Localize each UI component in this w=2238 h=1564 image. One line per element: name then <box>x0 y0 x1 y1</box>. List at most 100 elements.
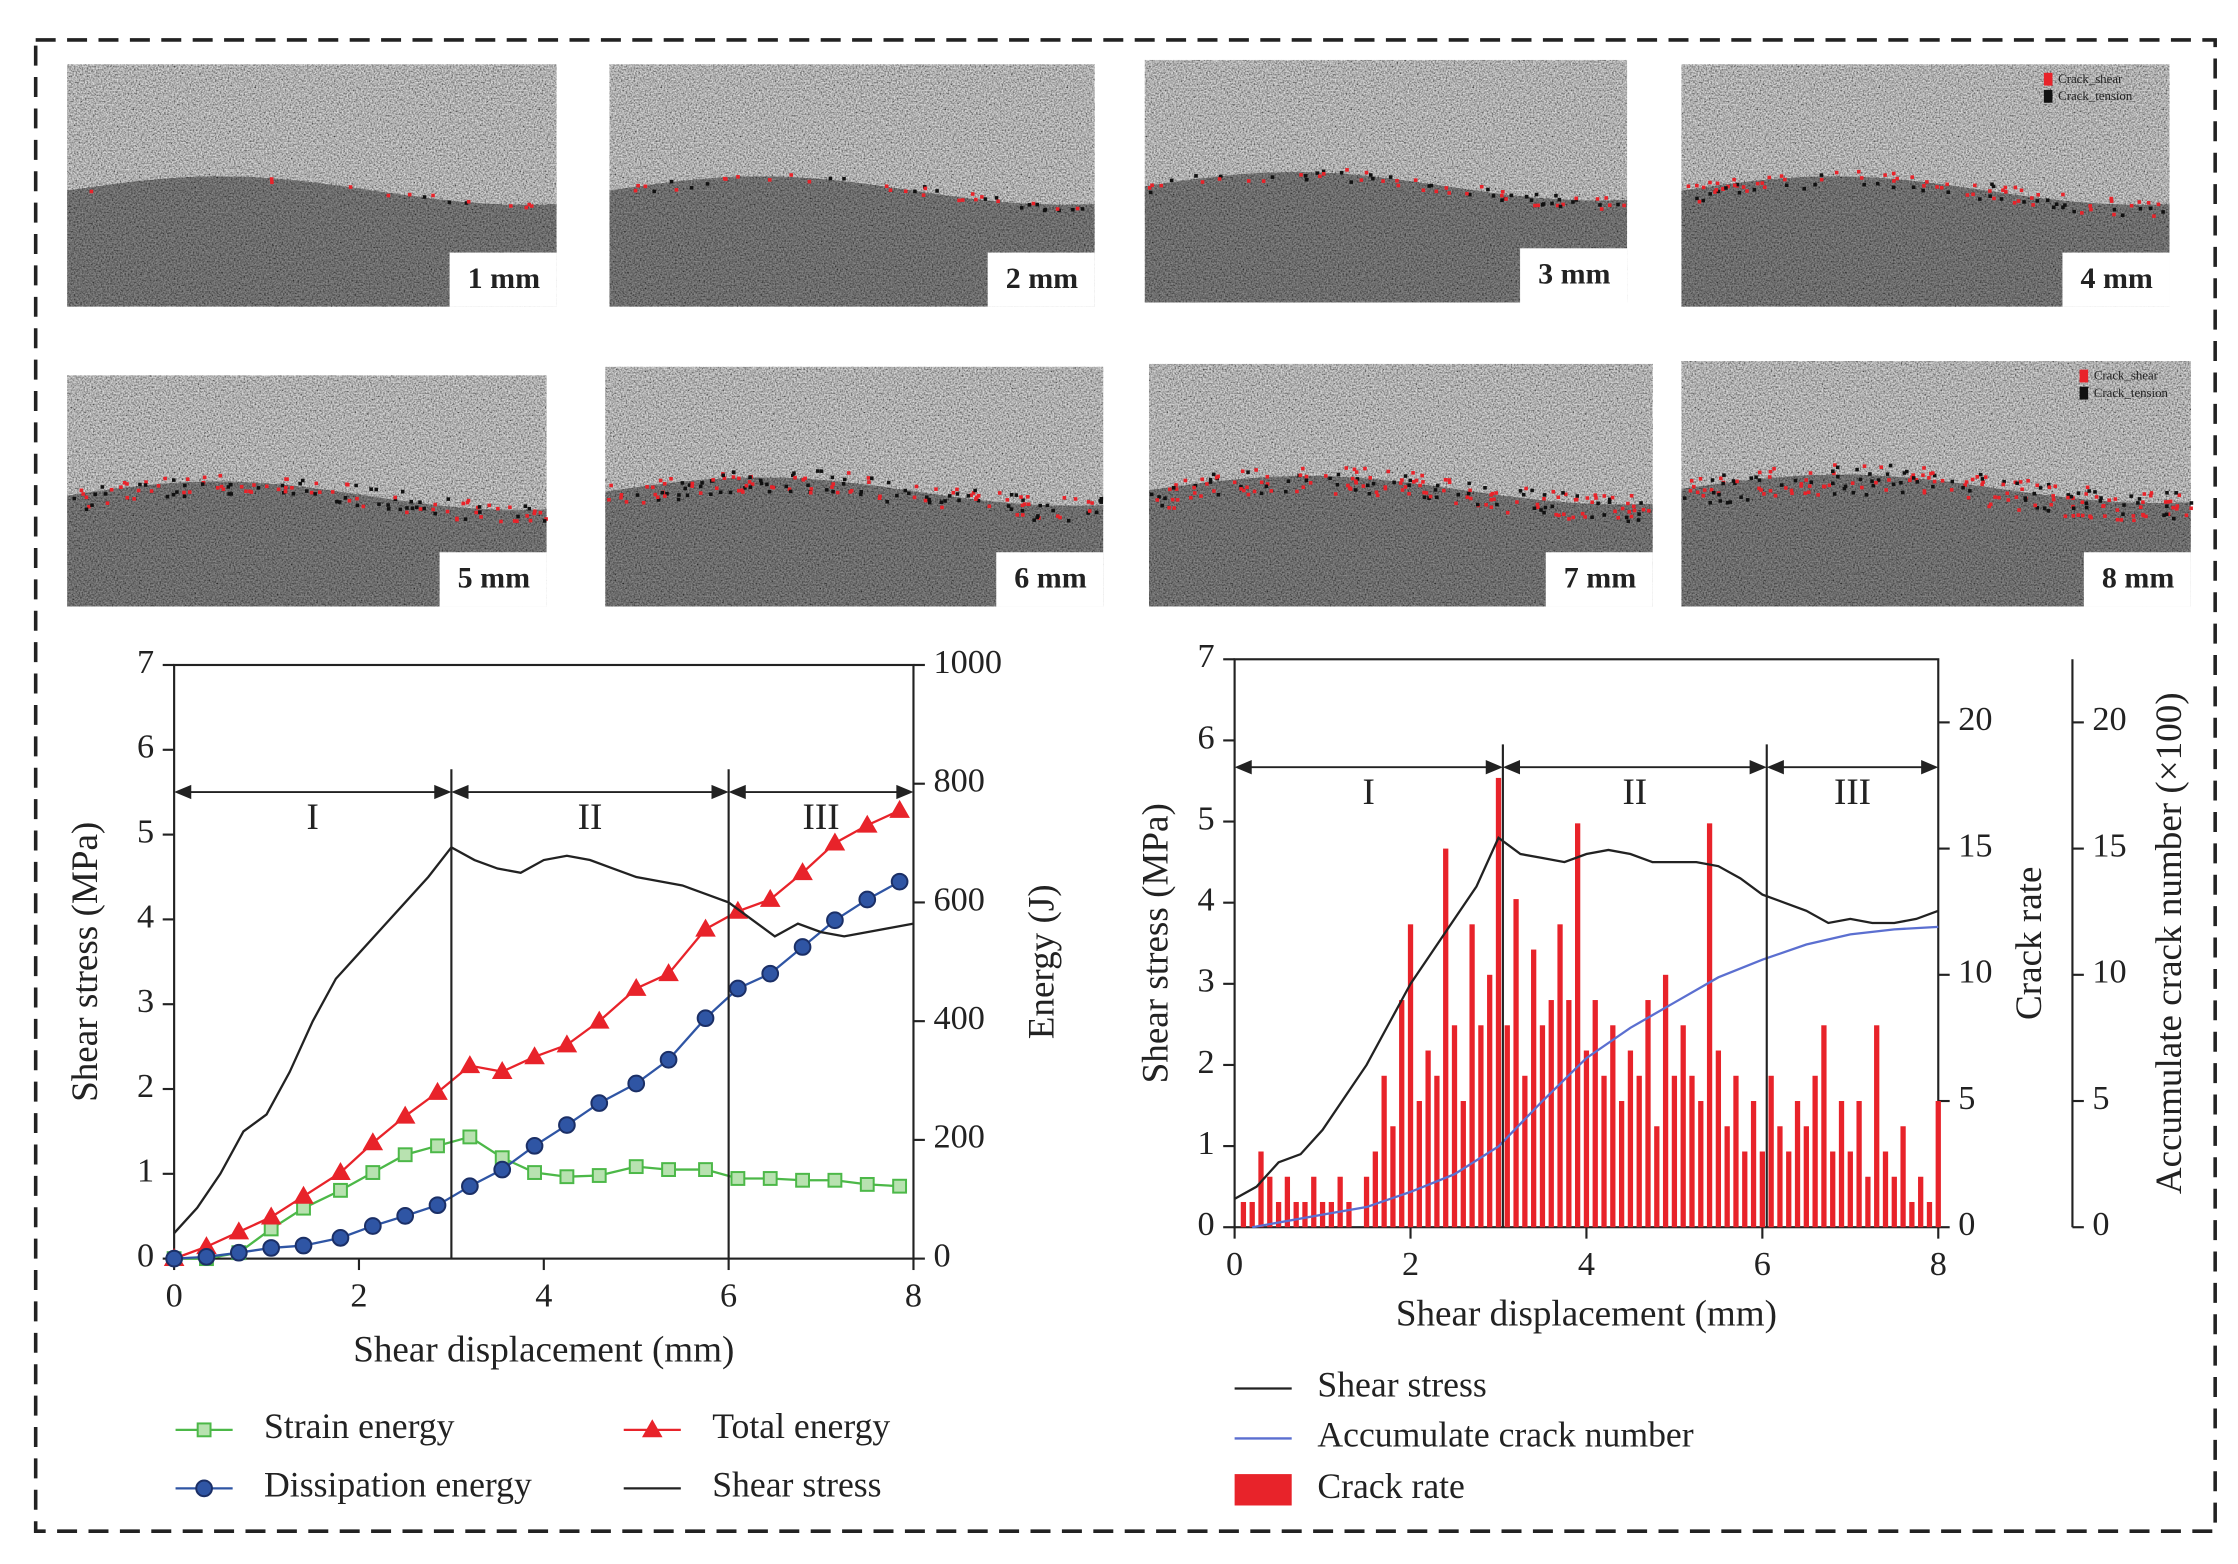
crack <box>1433 488 1438 492</box>
crack <box>1031 201 1036 206</box>
crack <box>1169 178 1174 183</box>
crack <box>1299 173 1303 177</box>
crack <box>2084 501 2089 506</box>
crack <box>2006 498 2011 502</box>
crack <box>1504 197 1508 201</box>
y3-tick-label: 10 <box>2092 953 2126 991</box>
crack <box>1719 476 1723 481</box>
crack <box>859 492 863 497</box>
y2-axis-label: Crack rate <box>2009 867 2050 1020</box>
crack <box>1208 478 1213 482</box>
crack <box>1802 186 1806 191</box>
crack <box>1625 515 1629 520</box>
marker <box>430 1138 445 1154</box>
crack <box>1910 175 1915 179</box>
crack <box>1366 483 1370 488</box>
panel-label-box <box>1520 248 1628 303</box>
bar <box>1830 1151 1836 1228</box>
crack <box>1571 515 1575 520</box>
crack <box>1851 490 1856 495</box>
crack <box>2035 483 2039 488</box>
crack <box>744 483 749 488</box>
bar <box>1487 974 1493 1228</box>
crack <box>2016 199 2021 203</box>
legend-label: Dissipation energy <box>264 1465 532 1505</box>
crack <box>2166 500 2170 504</box>
crack <box>2084 492 2088 496</box>
crack <box>2175 504 2180 508</box>
crack <box>743 486 747 490</box>
marker <box>525 1136 544 1155</box>
crack <box>2013 480 2018 485</box>
crack <box>433 511 437 516</box>
crack <box>767 178 772 182</box>
crack <box>1045 503 1050 508</box>
crack <box>318 490 322 494</box>
bar <box>1504 1025 1510 1228</box>
region-label: III <box>1834 772 1871 813</box>
marker <box>331 1228 350 1247</box>
crack <box>1595 197 1600 201</box>
crack <box>624 500 629 504</box>
crack <box>927 497 931 502</box>
crack <box>1298 473 1303 478</box>
crack <box>1246 492 1251 497</box>
marker <box>627 1074 646 1093</box>
crack <box>1726 184 1730 189</box>
crack <box>1627 510 1632 514</box>
crack <box>1622 203 1626 208</box>
marker <box>659 1050 678 1069</box>
crack <box>1304 177 1309 182</box>
marker <box>759 888 781 907</box>
crack <box>1383 485 1388 489</box>
crack <box>1607 497 1612 502</box>
bar <box>1610 1025 1616 1228</box>
crack <box>264 484 269 489</box>
crack <box>119 485 123 489</box>
crack <box>1465 191 1469 196</box>
crack <box>721 473 726 478</box>
crack <box>2094 495 2099 499</box>
panel-label-box <box>996 552 1104 607</box>
crack <box>801 478 806 482</box>
crack <box>1783 177 1787 182</box>
panels: 1 mm 2 mm 3 mm 4 mm Crack_shear Crack_tension… <box>67 59 2194 607</box>
crack <box>1900 490 1905 495</box>
crack <box>842 477 847 482</box>
y-tick-label: 1 <box>1198 1124 1215 1162</box>
crack <box>2089 207 2093 212</box>
crack <box>1055 207 1060 211</box>
crack <box>759 478 763 483</box>
crack <box>407 192 412 197</box>
crack <box>422 506 426 511</box>
x-tick-label: 0 <box>1226 1245 1243 1283</box>
crack <box>1009 492 1014 497</box>
bar <box>1460 1101 1466 1228</box>
marker <box>761 964 780 983</box>
marker <box>365 1165 381 1180</box>
crack <box>2112 212 2116 217</box>
x-tick-label: 4 <box>535 1276 552 1314</box>
crack <box>227 492 231 496</box>
crack <box>913 189 917 194</box>
region-label: III <box>803 797 840 838</box>
crack <box>1722 473 1726 477</box>
crack <box>1501 190 1505 194</box>
crack <box>1784 486 1788 490</box>
crack <box>825 488 829 492</box>
crack <box>2046 482 2051 487</box>
marker <box>792 862 813 881</box>
bar <box>1671 1075 1678 1228</box>
crack <box>1689 479 1694 483</box>
crack <box>1395 178 1399 183</box>
crack <box>1535 502 1540 507</box>
series-line <box>173 809 901 1260</box>
crack <box>1392 480 1396 485</box>
crack <box>1855 467 1859 472</box>
crack <box>1981 480 1985 484</box>
marker <box>556 1034 578 1053</box>
crack <box>1790 491 1794 496</box>
panel-label: 2 mm <box>1006 262 1078 295</box>
crack <box>183 483 187 488</box>
bar <box>1706 823 1713 1228</box>
